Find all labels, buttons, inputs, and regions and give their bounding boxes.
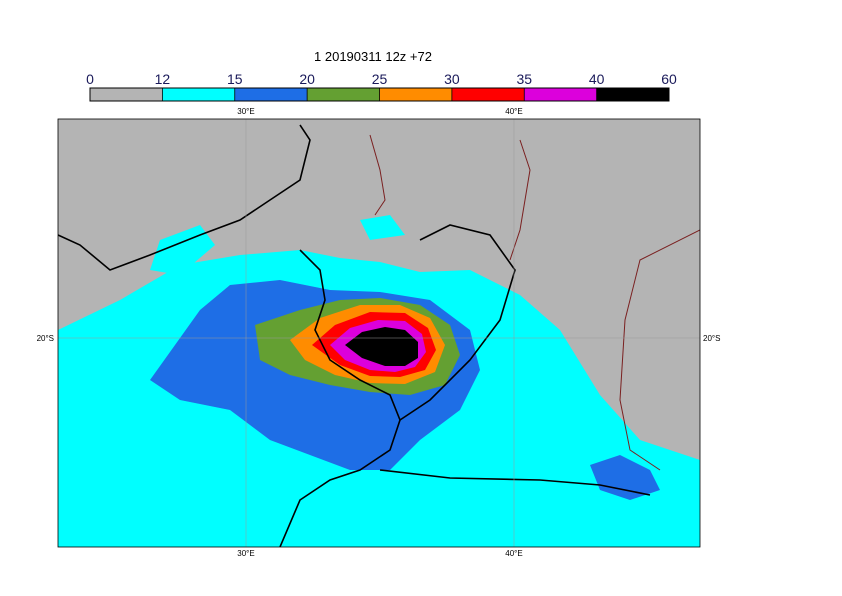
colorbar-bin bbox=[307, 88, 380, 101]
coastline bbox=[58, 124, 651, 547]
colorbar-label: 40 bbox=[589, 71, 605, 87]
lon-label: 30°E bbox=[237, 107, 254, 116]
colorbar-label: 20 bbox=[299, 71, 315, 87]
precip-40 bbox=[345, 327, 418, 366]
lakes-and-rivers bbox=[369, 134, 700, 471]
colorbar-bin bbox=[451, 88, 525, 101]
colorbar-label: 0 bbox=[86, 71, 94, 87]
lon-label: 30°E bbox=[237, 549, 254, 558]
colorbar-bin bbox=[379, 88, 452, 101]
colorbar-label: 15 bbox=[227, 71, 243, 87]
colorbar-label: 30 bbox=[444, 71, 460, 87]
colorbar-label: 35 bbox=[516, 71, 532, 87]
map-area bbox=[58, 119, 700, 547]
colorbar-bin bbox=[234, 88, 308, 101]
colorbar-bin bbox=[162, 88, 235, 101]
colorbar-bin bbox=[90, 88, 163, 101]
lat-label: 20°S bbox=[703, 334, 720, 343]
title: 1 20190311 12z +72 bbox=[314, 49, 432, 64]
lat-label: 20°S bbox=[37, 334, 54, 343]
lon-label: 40°E bbox=[505, 107, 522, 116]
colorbar: 0 12 15 20 25 30 35 40 60 bbox=[86, 71, 677, 102]
colorbar-bin bbox=[524, 88, 597, 101]
colorbar-label: 60 bbox=[661, 71, 677, 87]
map-frame bbox=[57, 118, 701, 548]
graticule bbox=[58, 119, 700, 547]
colorbar-label: 25 bbox=[372, 71, 388, 87]
lon-label: 40°E bbox=[505, 549, 522, 558]
colorbar-label: 12 bbox=[155, 71, 171, 87]
colorbar-bin bbox=[596, 88, 669, 101]
